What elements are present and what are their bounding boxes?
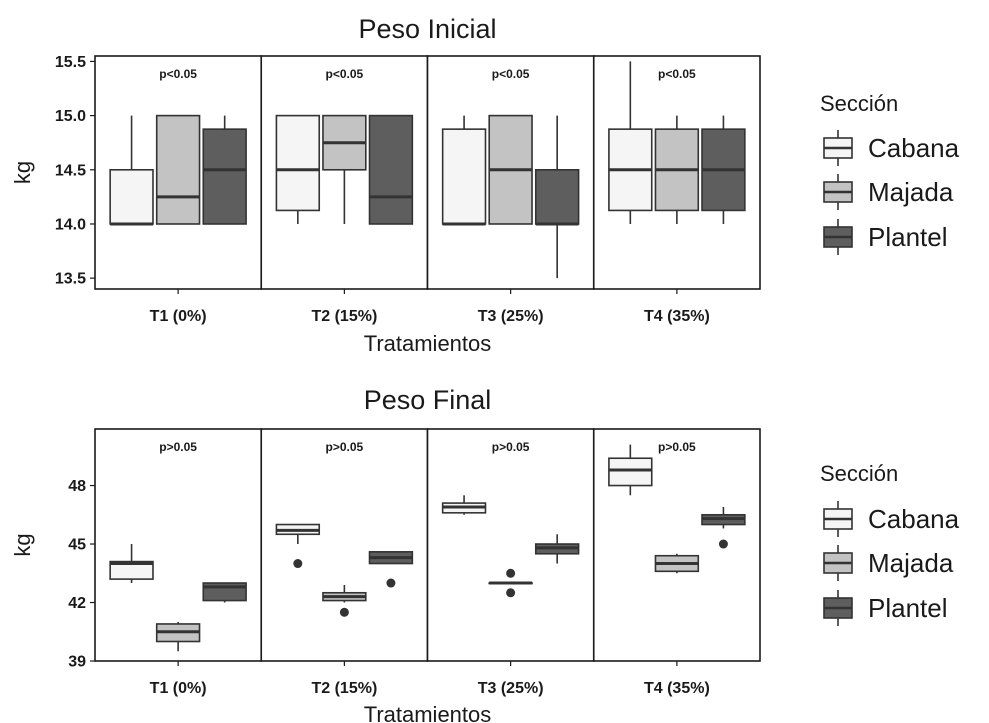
box — [608, 457, 653, 487]
chart-2: Peso Final kg 39 42 45 48 p>0.05 T1 (0%) p>0.05 T… — [10, 385, 960, 723]
x-tick-label: T1 (0%) — [150, 680, 207, 697]
facet-panel: p>0.05 T4 (35%) — [592, 428, 761, 697]
p-value-label: p<0.05 — [492, 67, 530, 81]
outlier-point — [293, 559, 303, 569]
legend-label: Cabana — [868, 504, 960, 534]
facet-panel: p>0.05 T1 (0%) — [94, 428, 263, 697]
boxplot-majada — [322, 114, 367, 224]
boxplot-plantel — [368, 551, 414, 588]
p-value-label: p>0.05 — [658, 440, 696, 454]
chart-title: Peso Final — [364, 385, 492, 415]
facet-panel: p<0.05 T4 (35%) — [592, 55, 761, 325]
legend-title: Sección — [820, 91, 898, 116]
legend-label: Cabana — [868, 133, 960, 163]
x-tick-label: T2 (15%) — [311, 680, 377, 697]
legend-label: Majada — [868, 177, 954, 207]
y-tick-label: 45 — [68, 537, 86, 554]
legend-item-plantel: Plantel — [823, 590, 948, 626]
outlier-point — [339, 607, 349, 617]
legend: Sección Cabana Majada Plantel — [820, 461, 960, 626]
box — [534, 168, 580, 225]
legend-item-cabana: Cabana — [823, 501, 960, 537]
boxplot-majada — [155, 114, 201, 225]
box — [275, 114, 321, 212]
box — [202, 128, 247, 225]
panel-frame — [260, 428, 429, 662]
box — [155, 114, 201, 225]
boxplot-cabana — [608, 61, 653, 224]
x-tick-label: T1 (0%) — [150, 308, 207, 325]
legend-item-majada: Majada — [823, 545, 954, 581]
boxplot-plantel — [202, 582, 247, 603]
legend-label: Plantel — [868, 593, 948, 623]
x-tick-label: T2 (15%) — [311, 308, 377, 325]
p-value-label: p<0.05 — [658, 67, 696, 81]
y-tick-label: 13.5 — [55, 271, 86, 288]
y-tick-label: 48 — [68, 478, 86, 495]
boxplot-plantel — [202, 115, 247, 225]
p-value-label: p>0.05 — [326, 440, 364, 454]
x-axis-label: Tratamientos — [364, 331, 492, 356]
outlier-point — [386, 578, 396, 588]
boxplot-cabana — [441, 115, 487, 226]
x-tick-label: T3 (25%) — [478, 680, 544, 697]
legend-label: Plantel — [868, 222, 948, 252]
y-tick-label: 15.0 — [55, 108, 86, 125]
x-tick-label: T4 (35%) — [644, 308, 710, 325]
boxplot-majada — [488, 114, 533, 225]
box — [109, 560, 154, 580]
p-value-label: p<0.05 — [159, 67, 197, 81]
legend-item-plantel: Plantel — [823, 219, 948, 255]
boxplot-plantel — [701, 115, 746, 224]
outlier-point — [718, 539, 728, 549]
p-value-label: p>0.05 — [159, 440, 197, 454]
legend: Sección Cabana Majada Plantel — [820, 91, 960, 255]
boxplot-cabana — [109, 115, 154, 226]
boxplot-plantel — [701, 506, 746, 549]
p-value-label: p<0.05 — [326, 67, 364, 81]
boxplot-cabana — [608, 444, 653, 496]
legend-label: Majada — [868, 548, 954, 578]
x-axis-label: Tratamientos — [364, 702, 492, 723]
boxplot-majada — [654, 115, 700, 224]
boxplot-cabana — [275, 114, 321, 224]
boxplot-cabana — [275, 523, 321, 569]
y-tick-label: 14.0 — [55, 216, 86, 233]
chart-title: Peso Inicial — [358, 14, 496, 44]
outlier-point — [506, 588, 516, 598]
box — [109, 168, 154, 225]
boxplot-majada — [322, 584, 367, 617]
boxplot-plantel — [368, 114, 414, 225]
facet-panel: p>0.05 T3 (25%) — [426, 428, 595, 697]
facet-panel: p>0.05 T2 (15%) — [260, 428, 429, 697]
boxplot-cabana — [109, 544, 154, 584]
y-tick-label: 42 — [68, 595, 86, 612]
y-tick-label: 39 — [68, 654, 86, 671]
chart-1: Peso Inicial kg 13.5 14.0 14.5 15.0 15.5 p<0.05… — [10, 14, 960, 356]
box — [441, 128, 487, 225]
p-value-label: p>0.05 — [492, 440, 530, 454]
boxplot-majada — [155, 622, 201, 652]
y-tick-label: 14.5 — [55, 162, 86, 179]
legend-title: Sección — [820, 461, 898, 486]
x-tick-label: T4 (35%) — [644, 680, 710, 697]
y-axis-label: kg — [10, 533, 35, 556]
box — [368, 114, 414, 225]
legend-item-cabana: Cabana — [823, 130, 960, 166]
facet-panel: p<0.05 T3 (25%) — [426, 55, 595, 325]
boxplot-cabana — [441, 495, 487, 515]
boxplot-majada — [488, 568, 533, 598]
outlier-point — [506, 568, 516, 578]
boxplot-plantel — [534, 115, 580, 279]
boxplot-majada — [654, 553, 700, 574]
y-tick-label: 15.5 — [55, 54, 86, 71]
legend-item-majada: Majada — [823, 174, 954, 210]
facet-panel: p<0.05 T1 (0%) — [94, 55, 263, 325]
x-tick-label: T3 (25%) — [478, 308, 544, 325]
boxplot-plantel — [534, 534, 580, 564]
facet-panel: p<0.05 T2 (15%) — [260, 55, 429, 325]
y-axis-label: kg — [10, 161, 35, 184]
